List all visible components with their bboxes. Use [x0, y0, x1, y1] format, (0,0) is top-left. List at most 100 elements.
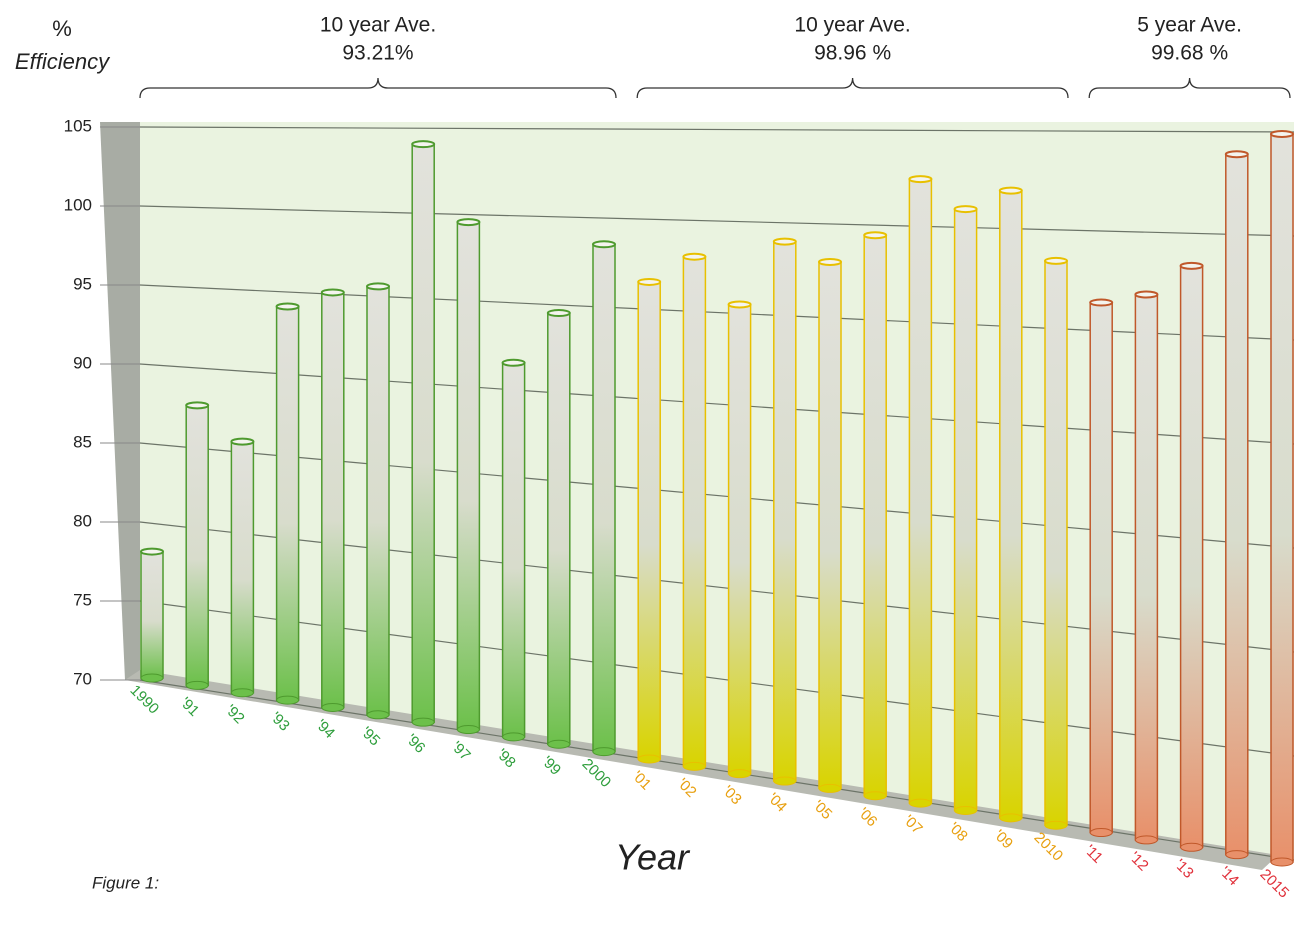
bar [1134, 293, 1159, 841]
x-tick-label: '05 [809, 797, 835, 823]
x-tick-label: '09 [990, 827, 1016, 853]
x-tick-label: '98 [493, 746, 519, 772]
bar-base [999, 813, 1023, 823]
x-tick-label: '92 [222, 701, 248, 727]
x-tick-label: '14 [1216, 863, 1242, 889]
bar-base [1044, 820, 1068, 830]
brace [1088, 77, 1291, 99]
bar-base [682, 761, 706, 771]
side-wall [100, 122, 140, 680]
bar-top [1179, 261, 1204, 270]
bar-top [998, 186, 1023, 195]
bar [1179, 265, 1204, 849]
y-tick-label: 75 [73, 590, 92, 609]
bar [1270, 133, 1294, 863]
x-tick-label: '97 [448, 738, 474, 764]
x-label: Year [615, 837, 691, 878]
x-tick-label: '13 [1171, 856, 1197, 882]
bar [908, 178, 933, 804]
bar [773, 240, 797, 782]
x-tick-label: '03 [719, 782, 745, 808]
bar [411, 143, 435, 723]
bar [366, 285, 390, 716]
bar-top [546, 309, 571, 318]
bar-base [954, 805, 978, 815]
bar [456, 221, 481, 731]
bar [1225, 153, 1249, 856]
annotation-label: 10 year Ave. [794, 14, 910, 37]
x-tick-label: '07 [900, 812, 926, 838]
y-tick-label: 100 [64, 195, 92, 214]
bar [727, 303, 752, 775]
bar [321, 291, 345, 709]
x-tick-label: '12 [1126, 849, 1152, 875]
bar-base [230, 688, 254, 698]
bar-base [502, 732, 526, 742]
x-tick-label: '96 [403, 731, 429, 757]
annotation-value: 98.96 % [814, 42, 891, 65]
brace [139, 77, 617, 99]
y-tick-label: 95 [73, 274, 92, 293]
bar [592, 243, 616, 753]
bar-base [1134, 835, 1158, 845]
bar-top [275, 302, 300, 311]
x-tick-label: 2015 [1257, 866, 1293, 902]
y-tick-label: 85 [73, 432, 92, 451]
grid-line [139, 205, 1294, 237]
bar-base [728, 769, 752, 779]
bar-base [456, 725, 480, 735]
x-tick-label: 1990 [127, 682, 163, 718]
bar-top [411, 140, 436, 149]
grid-line [139, 126, 1294, 133]
bar-base [908, 798, 932, 808]
x-tick-label: '01 [629, 768, 655, 794]
bar [818, 261, 842, 790]
y-label: Efficiency [15, 49, 111, 74]
x-tick-label: '94 [312, 716, 338, 742]
bar-top [366, 282, 390, 291]
x-tick-label: '08 [945, 819, 971, 845]
y-unit: % [52, 16, 72, 41]
bar-top [1134, 290, 1159, 299]
bar-top [818, 258, 842, 266]
bar [275, 305, 300, 701]
bar-base [321, 702, 345, 712]
bar [999, 189, 1023, 819]
bar-top [501, 358, 526, 367]
back-wall [140, 122, 1294, 860]
bar-base [773, 776, 797, 786]
x-tick-label: '99 [538, 753, 564, 779]
bar [953, 208, 978, 812]
bar-top [320, 288, 345, 297]
caption: Figure 1: [92, 873, 159, 892]
bar-top [230, 437, 255, 446]
bar [637, 281, 661, 760]
bar-base [637, 754, 661, 764]
bar-top [682, 252, 707, 261]
bar-top [772, 237, 797, 246]
bar-base [592, 747, 616, 757]
bar-top [637, 277, 662, 286]
annotation-value: 93.21% [342, 42, 413, 65]
bar-base [366, 710, 390, 720]
bar-base [818, 783, 842, 793]
bar-top [953, 205, 978, 214]
bar [501, 362, 526, 738]
bar-top [456, 218, 481, 227]
bar-top [185, 401, 210, 410]
bar-base [863, 791, 887, 801]
y-tick-label: 80 [73, 511, 92, 530]
y-tick-label: 105 [64, 116, 92, 135]
bar-base [1225, 850, 1249, 860]
bar [863, 234, 887, 797]
bar-top [1270, 130, 1294, 138]
bar [1044, 260, 1068, 826]
bar-base [1089, 828, 1113, 838]
x-tick-label: '04 [764, 790, 790, 816]
annotation-value: 99.68 % [1151, 42, 1228, 65]
bar [185, 404, 209, 687]
brace [636, 77, 1069, 99]
annotation-label: 10 year Ave. [320, 14, 436, 37]
bar-top [592, 240, 616, 249]
bar [547, 312, 571, 745]
